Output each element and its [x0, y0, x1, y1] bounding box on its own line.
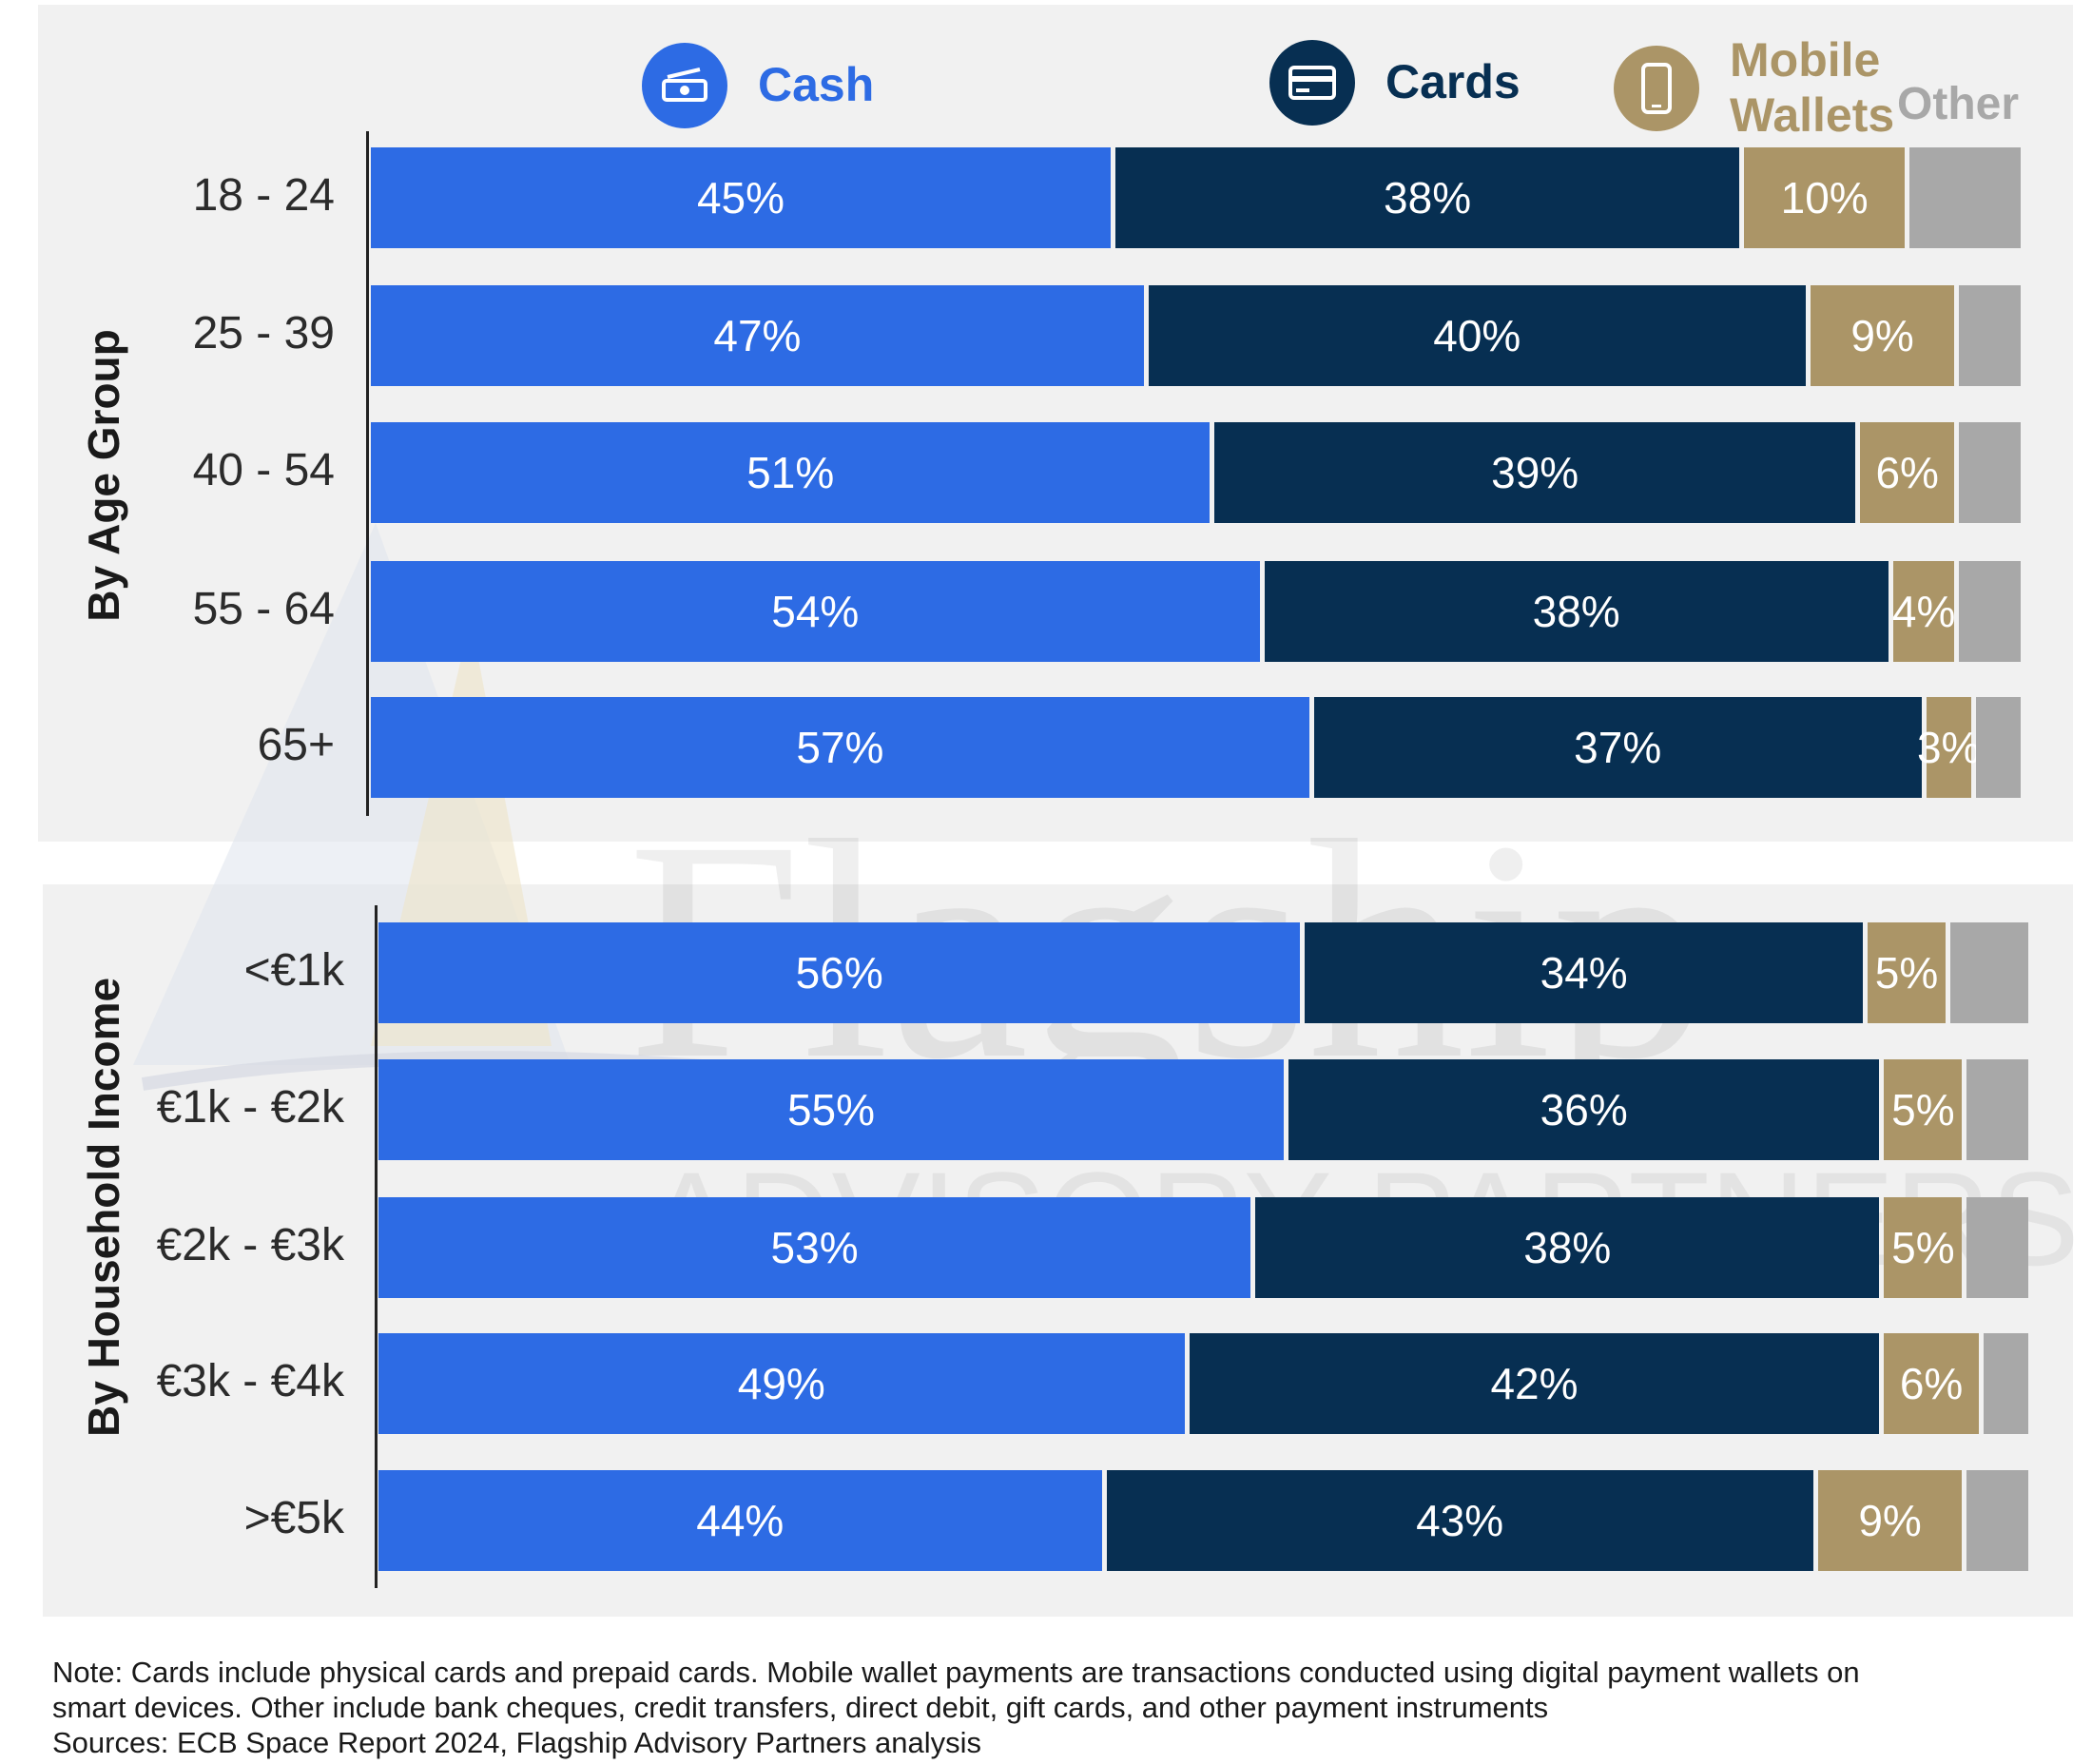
- legend-cash-label: Cash: [758, 58, 875, 112]
- card-icon: [1269, 40, 1355, 126]
- income-bar-mobile-wallets: 5%: [1884, 1059, 1963, 1160]
- age-bar-other: [1959, 422, 2021, 523]
- age-bar-cards: 40%: [1148, 285, 1806, 386]
- age-bar-other: [1959, 561, 2021, 662]
- age-row-label: 55 - 64: [192, 584, 335, 634]
- legend-mobile-line2: Wallets: [1730, 87, 1895, 142]
- age-bar-cash: 57%: [371, 697, 1309, 798]
- income-bar-cards: 34%: [1305, 922, 1863, 1023]
- income-bar-other: [1950, 922, 2028, 1023]
- income-axis-line: [375, 905, 378, 1588]
- income-bar-other: [1983, 1333, 2028, 1434]
- income-row-label: €2k - €3k: [156, 1220, 344, 1270]
- income-bar-cards: 42%: [1189, 1333, 1880, 1434]
- income-bar-other: [1966, 1197, 2028, 1298]
- age-row-label: 25 - 39: [192, 308, 335, 359]
- age-bar-other: [1909, 147, 2021, 248]
- age-bar-cards: 38%: [1115, 147, 1740, 248]
- mobile-phone-icon: [1614, 45, 1699, 131]
- legend-cash: Cash: [642, 43, 874, 128]
- income-bar-mobile-wallets: 5%: [1884, 1197, 1963, 1298]
- legend-mobile-line1: Mobile: [1730, 33, 1881, 87]
- legend-mobile-wallets: Mobile Wallets: [1614, 33, 1894, 143]
- note-line-2: smart devices. Other include bank cheque…: [52, 1691, 1549, 1725]
- age-bar-mobile-wallets: 3%: [1917, 697, 1980, 798]
- income-row-label: >€5k: [243, 1493, 344, 1543]
- age-bar-cards: 37%: [1313, 697, 1922, 798]
- age-row-label: 18 - 24: [192, 170, 335, 221]
- income-bar-cards: 38%: [1255, 1197, 1880, 1298]
- sources-line: Sources: ECB Space Report 2024, Flagship…: [52, 1726, 981, 1760]
- age-bar-mobile-wallets: 4%: [1892, 561, 1955, 662]
- legend-cards-label: Cards: [1385, 55, 1521, 109]
- income-bar-other: [1966, 1059, 2028, 1160]
- cash-icon: [642, 43, 727, 128]
- legend-other-label: Other: [1897, 79, 2020, 129]
- age-bar-cash: 51%: [371, 422, 1211, 523]
- income-row-label: €3k - €4k: [156, 1356, 344, 1406]
- income-bar-other: [1966, 1470, 2028, 1571]
- income-bar-cards: 43%: [1106, 1470, 1813, 1571]
- age-bar-mobile-wallets: 10%: [1744, 147, 1906, 248]
- age-bar-cards: 38%: [1264, 561, 1889, 662]
- income-bar-cash: 44%: [378, 1470, 1102, 1571]
- income-bar-mobile-wallets: 9%: [1817, 1470, 1963, 1571]
- note-line-1: Note: Cards include physical cards and p…: [52, 1656, 1860, 1689]
- age-bar-cash: 54%: [371, 561, 1260, 662]
- income-row-label: <€1k: [243, 945, 344, 996]
- age-bar-mobile-wallets: 6%: [1860, 422, 1955, 523]
- legend-cards: Cards: [1269, 40, 1521, 126]
- age-axis-line: [366, 131, 369, 816]
- age-bar-cash: 45%: [371, 147, 1111, 248]
- income-bar-cards: 36%: [1288, 1059, 1880, 1160]
- income-bar-mobile-wallets: 6%: [1884, 1333, 1979, 1434]
- footnote: Note: Cards include physical cards and p…: [52, 1655, 2049, 1761]
- income-bar-mobile-wallets: 5%: [1868, 922, 1946, 1023]
- age-bar-other: [1959, 285, 2021, 386]
- age-bar-cash: 47%: [371, 285, 1144, 386]
- legend-mobile-label: Mobile Wallets: [1730, 33, 1894, 143]
- income-row-label: €1k - €2k: [156, 1082, 344, 1133]
- age-row-label: 40 - 54: [192, 445, 335, 495]
- age-bar-cards: 39%: [1214, 422, 1855, 523]
- age-bar-other: [1975, 697, 2021, 798]
- income-bar-cash: 49%: [378, 1333, 1185, 1434]
- income-bar-cash: 55%: [378, 1059, 1284, 1160]
- income-bar-cash: 56%: [378, 922, 1301, 1023]
- income-bar-cash: 53%: [378, 1197, 1251, 1298]
- age-row-label: 65+: [257, 720, 335, 770]
- age-bar-mobile-wallets: 9%: [1810, 285, 1955, 386]
